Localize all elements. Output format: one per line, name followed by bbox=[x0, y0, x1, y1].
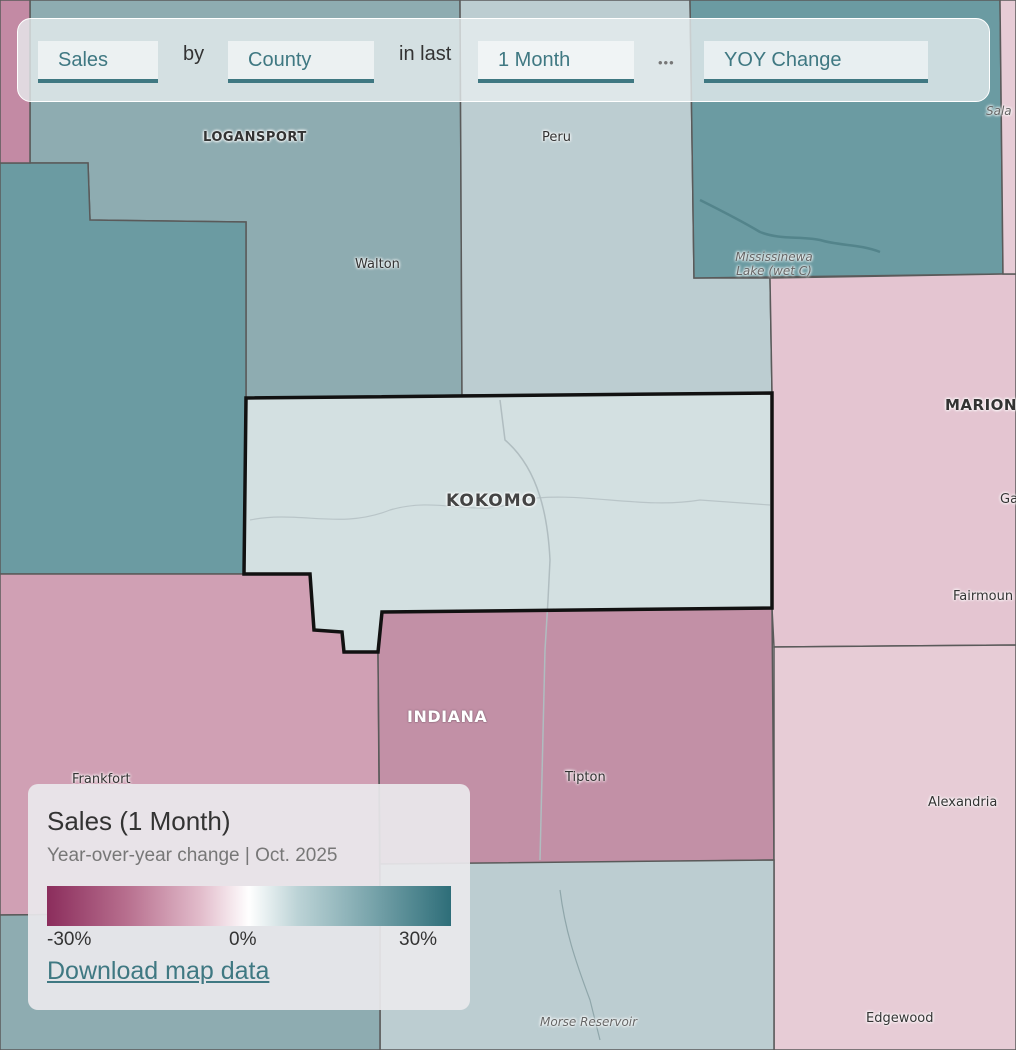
label-mississinewa-lake: Mississinewa Lake (wet C) bbox=[735, 250, 813, 278]
label-edgewood: Edgewood bbox=[866, 1011, 934, 1026]
more-options-icon[interactable]: ••• bbox=[658, 55, 675, 70]
county-madison[interactable] bbox=[773, 644, 1016, 1050]
selected-county-outline bbox=[242, 391, 774, 654]
label-marion: MARION bbox=[945, 396, 1016, 414]
lake-shape bbox=[699, 198, 881, 254]
legend-color-scale bbox=[47, 886, 451, 926]
label-logansport: LOGANSPORT bbox=[203, 130, 307, 145]
label-fairmount: Fairmoun bbox=[953, 589, 1014, 604]
legend-subtitle: Year-over-year change | Oct. 2025 bbox=[47, 845, 338, 866]
by-label: by bbox=[183, 43, 205, 65]
label-frankfort: Frankfort bbox=[72, 772, 131, 787]
legend-mid-label: 0% bbox=[229, 929, 257, 950]
legend-title: Sales (1 Month) bbox=[47, 806, 231, 836]
metric-select[interactable]: Sales bbox=[38, 41, 158, 83]
label-walton: Walton bbox=[355, 257, 400, 272]
label-kokomo: KOKOMO bbox=[446, 491, 538, 511]
county-carroll[interactable] bbox=[0, 162, 247, 575]
reservoir-line bbox=[559, 889, 601, 1041]
legend-scale-labels: -30% 0% 30% bbox=[47, 929, 451, 951]
county-edge-right[interactable] bbox=[999, 0, 1016, 275]
download-map-data-link[interactable]: Download map data bbox=[47, 957, 270, 985]
legend-min-label: -30% bbox=[47, 929, 92, 950]
road-line bbox=[499, 399, 551, 861]
label-tipton: Tipton bbox=[565, 770, 606, 785]
label-peru: Peru bbox=[542, 130, 571, 145]
label-alexandria: Alexandria bbox=[928, 795, 998, 810]
geography-select[interactable]: County bbox=[228, 41, 374, 83]
in-last-label: in last bbox=[399, 43, 452, 65]
mode-select[interactable]: YOY Change bbox=[704, 41, 928, 83]
river-line bbox=[249, 496, 771, 521]
legend-max-label: 30% bbox=[399, 929, 438, 950]
label-morse-reservoir: Morse Reservoir bbox=[540, 1015, 638, 1029]
query-bar: Sales by County in last 1 Month ••• YOY … bbox=[17, 18, 990, 102]
label-ga: Ga bbox=[1000, 492, 1016, 507]
label-indiana: INDIANA bbox=[407, 707, 488, 726]
map-legend: Sales (1 Month) Year-over-year change | … bbox=[28, 784, 470, 1010]
period-select[interactable]: 1 Month bbox=[478, 41, 634, 83]
label-sala: Sala bbox=[986, 104, 1012, 118]
